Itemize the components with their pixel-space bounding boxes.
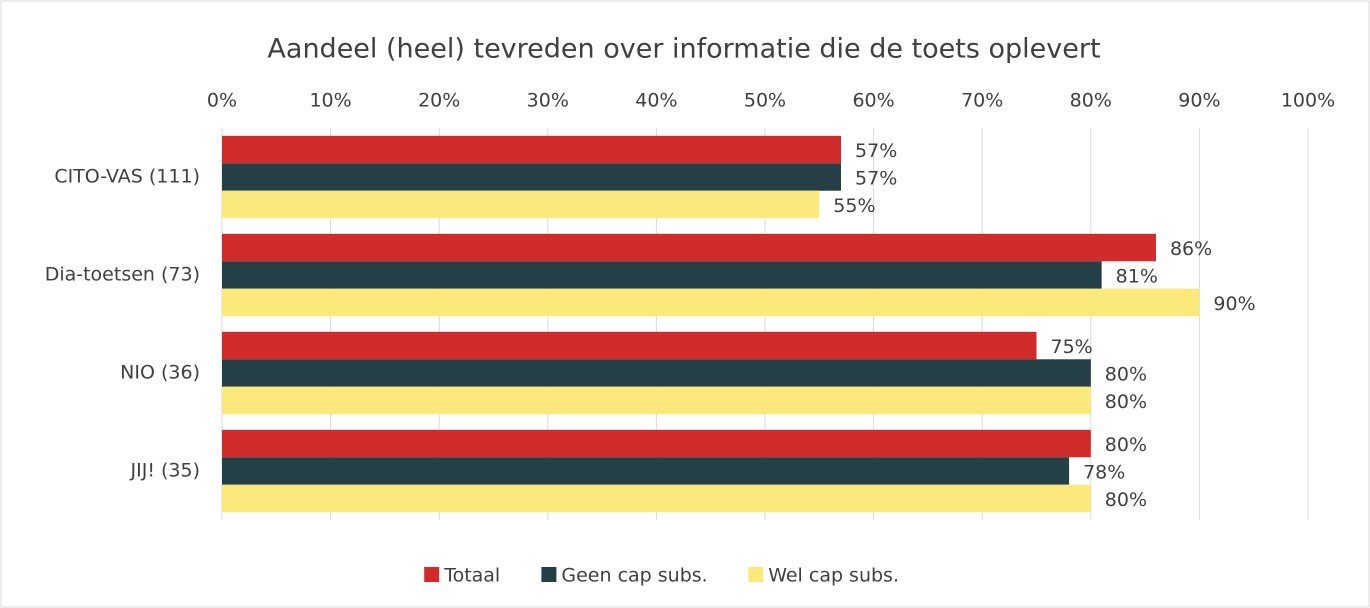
bar	[222, 163, 842, 191]
bar	[222, 288, 1200, 317]
legend-label: Totaal	[443, 565, 500, 587]
data-label: 80%	[1105, 489, 1147, 511]
x-tick-label: 10%	[309, 90, 351, 112]
legend-swatch	[748, 567, 764, 582]
x-tick-label: 70%	[961, 90, 1003, 112]
data-label: 57%	[855, 168, 897, 190]
bar	[222, 359, 1091, 387]
x-tick-label: 20%	[418, 90, 460, 112]
bar	[222, 429, 1091, 458]
y-tick-label: Dia-toetsen (73)	[45, 264, 200, 286]
x-tick-label: 80%	[1070, 90, 1112, 112]
x-tick-label: 40%	[635, 90, 677, 112]
data-label: 86%	[1170, 238, 1212, 260]
bar	[222, 386, 1091, 415]
chart-title: Aandeel (heel) tevreden over informatie …	[267, 34, 1100, 65]
x-tick-label: 60%	[852, 90, 894, 112]
legend-label: Wel cap subs.	[768, 565, 899, 587]
bar	[222, 457, 1070, 485]
legend-swatch	[424, 567, 440, 582]
bar	[222, 484, 1091, 513]
data-label: 80%	[1105, 364, 1147, 386]
data-label: 81%	[1116, 266, 1158, 288]
bar	[222, 233, 1156, 262]
bar	[222, 135, 842, 164]
x-tick-label: 50%	[744, 90, 786, 112]
bar	[222, 190, 820, 219]
x-tick-label: 30%	[527, 90, 569, 112]
data-label: 90%	[1213, 293, 1255, 315]
bar	[222, 261, 1102, 289]
data-label: 57%	[855, 140, 897, 162]
data-label: 75%	[1051, 336, 1093, 358]
data-label: 80%	[1105, 391, 1147, 413]
y-tick-label: CITO-VAS (111)	[54, 166, 200, 188]
y-tick-label: JIJ! (35)	[130, 460, 200, 482]
x-tick-label: 100%	[1281, 90, 1335, 112]
legend-label: Geen cap subs.	[561, 565, 707, 587]
data-label: 78%	[1083, 462, 1125, 484]
data-label: 55%	[833, 195, 875, 217]
x-tick-label: 0%	[207, 90, 237, 112]
legend-swatch	[541, 567, 557, 582]
bar	[222, 331, 1037, 360]
y-tick-label: NIO (36)	[120, 362, 200, 384]
data-label: 80%	[1105, 434, 1147, 456]
x-tick-label: 90%	[1178, 90, 1220, 112]
